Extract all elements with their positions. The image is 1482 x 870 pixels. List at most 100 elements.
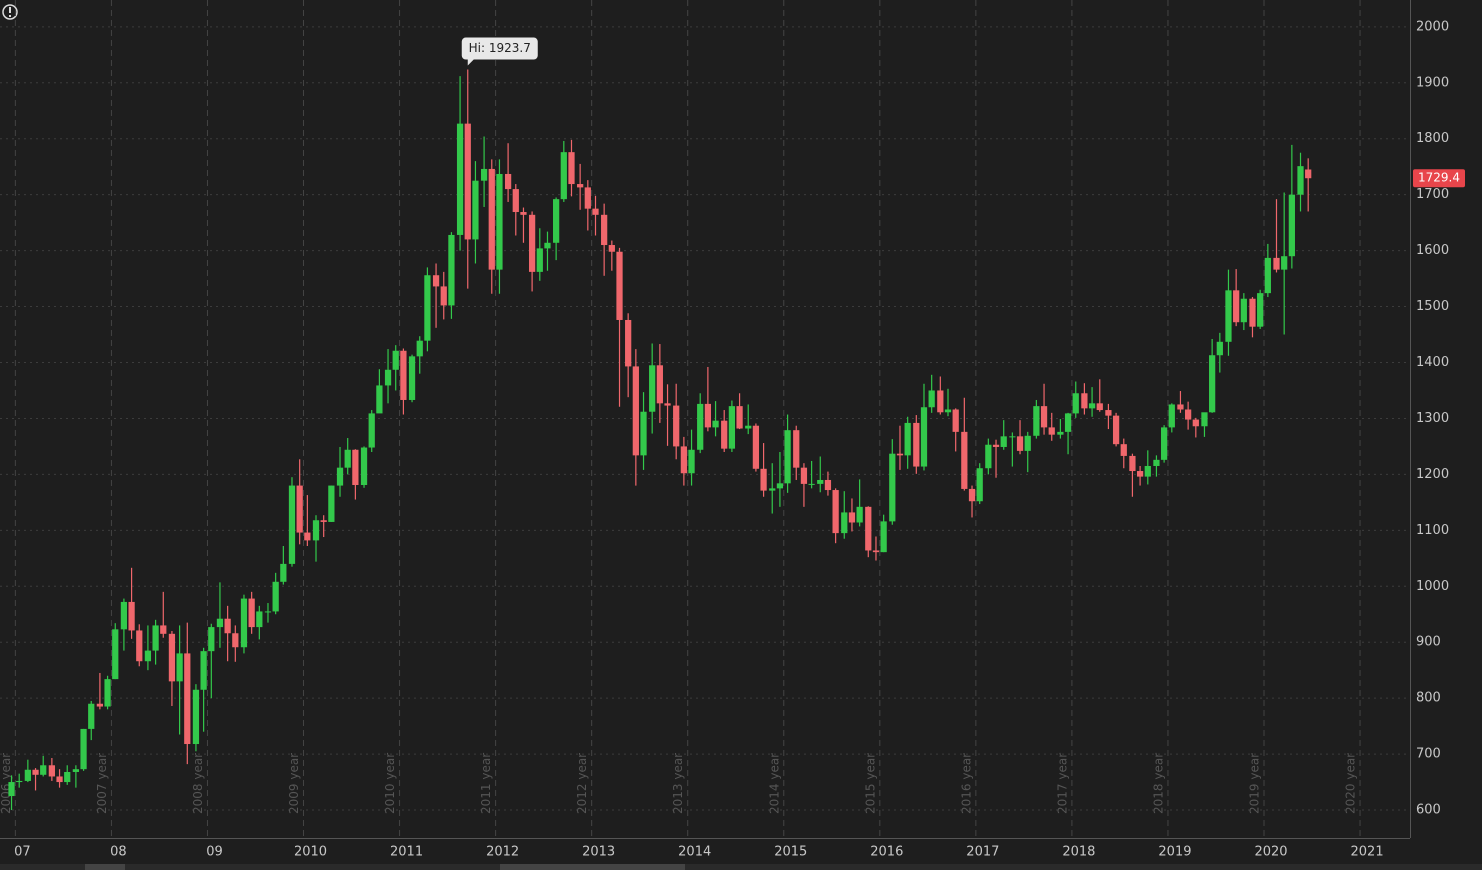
callout-box [461, 37, 538, 60]
candle-body [104, 679, 111, 707]
candle-body [232, 633, 239, 648]
candle-body [16, 780, 23, 783]
candle-body [1033, 406, 1040, 436]
x-tick-label: 2010 [294, 845, 327, 860]
scrollbar-track[interactable] [0, 864, 1482, 870]
period-label: 2018 year [1151, 753, 1165, 814]
candle-body [841, 512, 848, 534]
candle-body [872, 550, 880, 553]
candle-body [1201, 412, 1208, 427]
candle-body [360, 447, 368, 486]
candle-body [384, 369, 392, 386]
candle-body [793, 430, 800, 468]
candle-body [1009, 436, 1016, 438]
candle-body [80, 728, 87, 770]
candle-body [64, 771, 71, 783]
candle-body [1105, 410, 1112, 416]
candle-body [1305, 169, 1312, 179]
candle-body [408, 356, 416, 400]
candle-body [504, 173, 512, 190]
candle-body [784, 430, 791, 484]
candle-body [152, 625, 159, 651]
y-tick-label: 1000 [1416, 579, 1449, 594]
candle-body [640, 411, 647, 456]
period-label: 2019 year [1248, 753, 1262, 814]
x-tick-label: 2015 [774, 845, 807, 860]
candle-body [1240, 298, 1247, 323]
candle-body [817, 479, 824, 484]
candle-body [248, 598, 255, 628]
candle-body [592, 208, 599, 215]
candle-body [1185, 409, 1192, 420]
candle-body [392, 350, 399, 370]
candle-body [824, 479, 832, 491]
candle-body [913, 422, 920, 467]
candle-body [736, 406, 743, 429]
candle-body [1040, 406, 1048, 428]
candle-body [8, 782, 15, 797]
candle-body [712, 420, 719, 428]
candle-body [1096, 403, 1103, 411]
candle-body [368, 413, 375, 448]
callout-pointer [467, 59, 474, 66]
candle-body [1129, 455, 1136, 472]
y-tick-label: 1800 [1416, 131, 1449, 146]
candle-body [1225, 290, 1232, 342]
candle-body [128, 601, 135, 631]
candle-body [1136, 471, 1144, 477]
candle-body [1281, 256, 1288, 270]
x-tick-label: 2014 [678, 845, 711, 860]
candle-body [673, 405, 680, 447]
candle-body [296, 485, 303, 533]
candle-body [1024, 435, 1031, 451]
scrollbar-thumb[interactable] [500, 864, 685, 870]
period-label: 2007 year [95, 753, 109, 814]
candle-body [168, 633, 176, 682]
candle-body [992, 444, 1000, 447]
last-price-label: 1729.4 [1418, 171, 1460, 185]
y-tick-label: 1500 [1416, 299, 1449, 314]
x-tick-label: 09 [206, 845, 223, 860]
y-tick-label: 900 [1416, 635, 1441, 650]
y-tick-label: 1300 [1416, 411, 1449, 426]
alert-icon-dot [9, 15, 11, 17]
candle-body [1000, 436, 1007, 447]
alert-icon[interactable] [2, 4, 18, 20]
period-label: 2017 year [1055, 753, 1069, 814]
candle-body [880, 521, 887, 553]
candle-body [144, 650, 152, 662]
candle-body [697, 403, 704, 450]
candle-body [424, 275, 431, 341]
y-tick-label: 1600 [1416, 243, 1449, 258]
candle-body [968, 488, 976, 502]
candle-body [752, 425, 760, 469]
candle-body [688, 449, 695, 474]
candle-body [1112, 415, 1120, 445]
scrollbar-left[interactable] [85, 864, 125, 870]
candle-body [304, 532, 311, 541]
candle-body [1273, 257, 1280, 270]
candle-body [40, 765, 47, 775]
candle-body [288, 485, 296, 564]
candle-body [56, 776, 63, 783]
y-tick-label: 1100 [1416, 523, 1449, 538]
x-tick-label: 2020 [1254, 845, 1287, 860]
candle-body [904, 422, 911, 456]
candle-body [745, 425, 752, 429]
candle-body [72, 769, 80, 772]
candle-body [664, 403, 671, 406]
candle-body [472, 180, 479, 240]
y-tick-label: 700 [1416, 747, 1441, 762]
candle-body [1233, 290, 1240, 323]
candle-body [520, 212, 527, 215]
candle-body [616, 251, 623, 320]
candle-body [632, 366, 639, 456]
candle-body [264, 611, 272, 613]
candle-body [1048, 427, 1055, 435]
candle-body [896, 453, 904, 456]
candle-body [344, 449, 351, 468]
candle-body [352, 449, 359, 486]
candle-body [1057, 431, 1064, 435]
period-label: 2011 year [479, 753, 493, 814]
